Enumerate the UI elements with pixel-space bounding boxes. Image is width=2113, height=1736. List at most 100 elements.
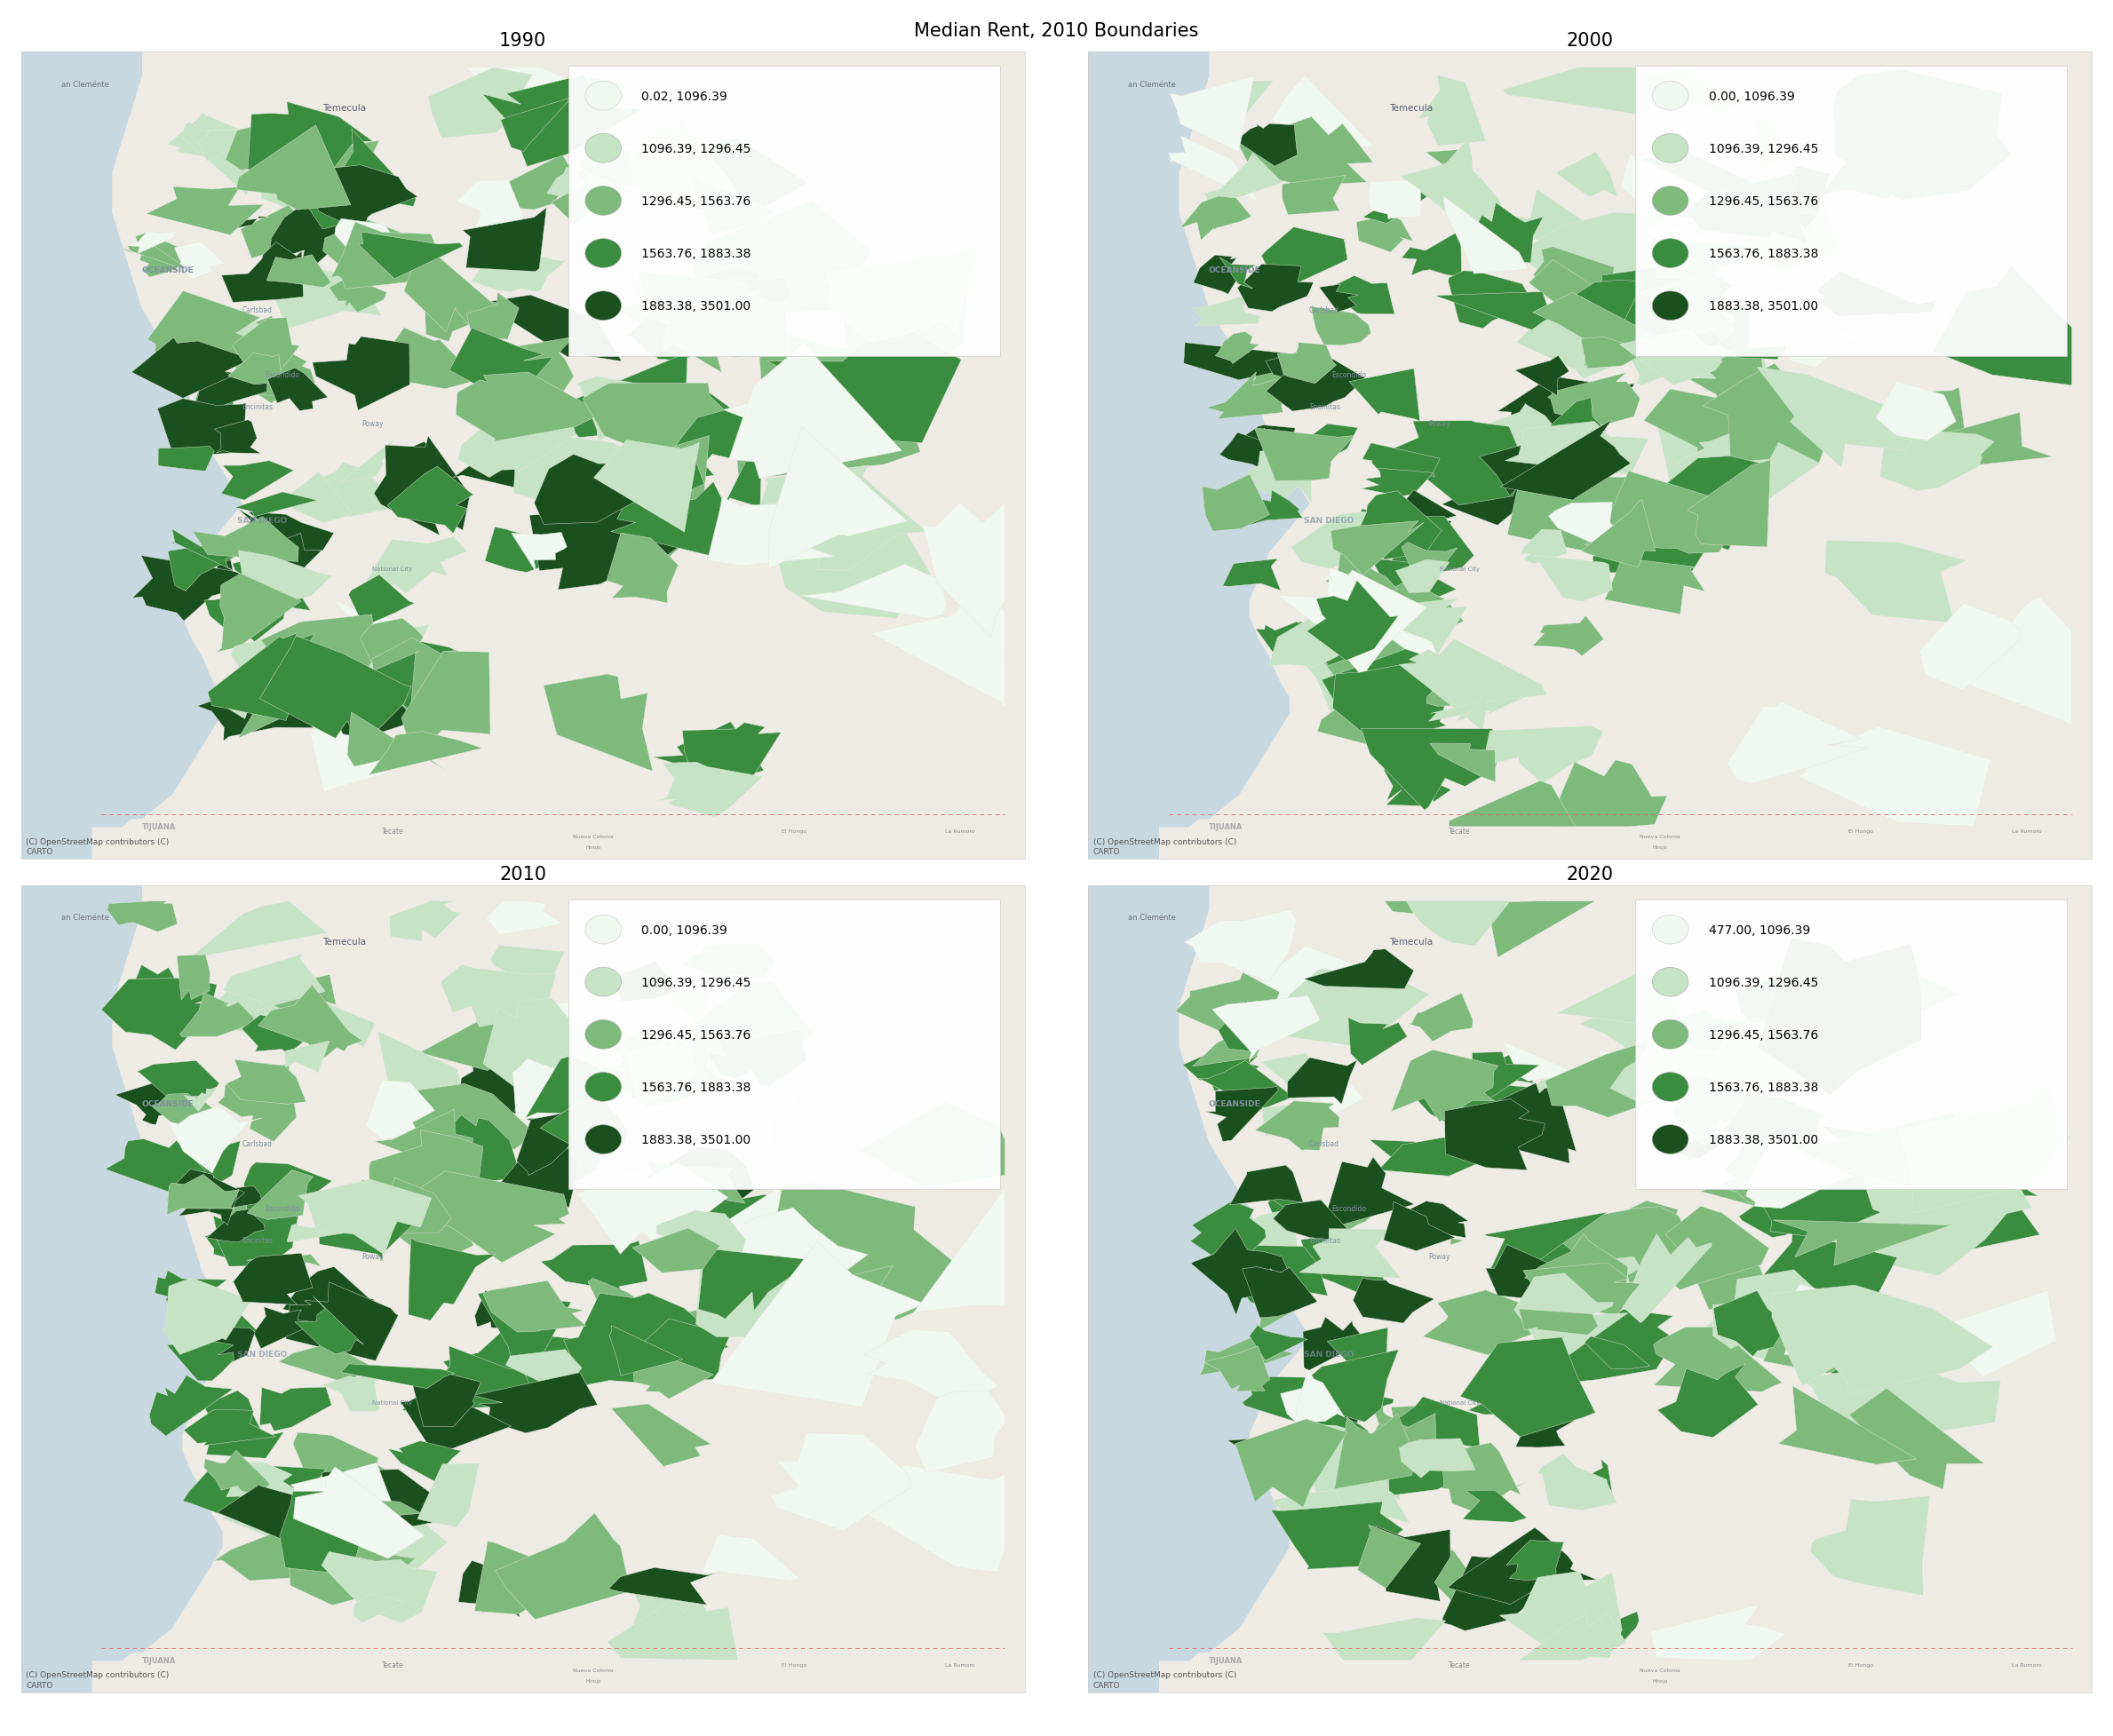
Polygon shape xyxy=(632,113,737,208)
Polygon shape xyxy=(171,307,289,368)
Text: Carlsbad: Carlsbad xyxy=(241,1139,273,1147)
Polygon shape xyxy=(1384,901,1494,922)
Polygon shape xyxy=(475,1542,556,1614)
Polygon shape xyxy=(226,125,285,170)
Polygon shape xyxy=(1426,149,1473,181)
Polygon shape xyxy=(207,665,277,719)
Polygon shape xyxy=(1526,1234,1627,1307)
Polygon shape xyxy=(640,1139,754,1213)
Polygon shape xyxy=(1621,155,1766,233)
Polygon shape xyxy=(661,1266,892,1378)
Polygon shape xyxy=(401,651,490,741)
Polygon shape xyxy=(556,464,657,521)
Polygon shape xyxy=(374,436,469,536)
Polygon shape xyxy=(1352,1278,1435,1323)
Polygon shape xyxy=(359,618,423,665)
Polygon shape xyxy=(547,977,702,1033)
Polygon shape xyxy=(1720,306,1800,359)
Text: 1883.38, 3501.00: 1883.38, 3501.00 xyxy=(642,300,750,312)
Polygon shape xyxy=(482,75,644,167)
Circle shape xyxy=(1652,1125,1688,1154)
Polygon shape xyxy=(1701,1137,1855,1220)
Polygon shape xyxy=(334,219,408,266)
Polygon shape xyxy=(676,267,763,328)
Text: 0.00, 1096.39: 0.00, 1096.39 xyxy=(642,924,727,936)
Text: Temecula: Temecula xyxy=(321,937,366,946)
Polygon shape xyxy=(1261,227,1348,292)
Text: Tecate: Tecate xyxy=(382,1660,404,1668)
Polygon shape xyxy=(499,1128,579,1208)
Polygon shape xyxy=(287,1526,414,1606)
Polygon shape xyxy=(1219,1000,1287,1052)
Text: El Hongo: El Hongo xyxy=(782,1661,807,1667)
Polygon shape xyxy=(321,1552,437,1623)
Text: TIJUANA: TIJUANA xyxy=(1209,1656,1242,1665)
Polygon shape xyxy=(283,618,391,707)
Polygon shape xyxy=(494,1514,630,1620)
Polygon shape xyxy=(349,575,414,627)
Polygon shape xyxy=(1306,1349,1399,1422)
Polygon shape xyxy=(268,651,340,703)
Polygon shape xyxy=(1283,175,1346,215)
Polygon shape xyxy=(632,1229,721,1272)
Polygon shape xyxy=(1268,616,1354,667)
Polygon shape xyxy=(1331,521,1424,576)
Text: (C) OpenStreetMap contributors (C)
CARTO: (C) OpenStreetMap contributors (C) CARTO xyxy=(25,837,169,856)
Polygon shape xyxy=(1507,477,1642,566)
Polygon shape xyxy=(180,993,254,1036)
Polygon shape xyxy=(1357,580,1464,660)
Text: 1096.39, 1296.45: 1096.39, 1296.45 xyxy=(1709,142,1817,155)
Polygon shape xyxy=(21,52,241,859)
Polygon shape xyxy=(1521,1076,1581,1111)
Polygon shape xyxy=(359,233,463,279)
Polygon shape xyxy=(1549,503,1623,543)
Polygon shape xyxy=(292,1463,393,1528)
Polygon shape xyxy=(577,1163,727,1255)
Polygon shape xyxy=(1553,1309,1676,1382)
Text: Encinitas: Encinitas xyxy=(1310,1236,1340,1245)
Polygon shape xyxy=(1447,271,1534,330)
Polygon shape xyxy=(1450,781,1576,826)
Polygon shape xyxy=(412,1373,482,1427)
Polygon shape xyxy=(1204,1345,1270,1392)
Polygon shape xyxy=(1745,191,1838,271)
Text: Hinojo: Hinojo xyxy=(585,1679,600,1682)
Text: El Hongo: El Hongo xyxy=(1849,1661,1874,1667)
Text: 477.00, 1096.39: 477.00, 1096.39 xyxy=(1709,924,1811,936)
Polygon shape xyxy=(1547,373,1640,425)
Polygon shape xyxy=(1583,1611,1640,1653)
Polygon shape xyxy=(222,462,294,500)
Polygon shape xyxy=(1257,1269,1310,1333)
Polygon shape xyxy=(1323,969,1405,1021)
Polygon shape xyxy=(655,450,704,495)
Polygon shape xyxy=(387,1083,535,1149)
Polygon shape xyxy=(659,979,710,1024)
Polygon shape xyxy=(1321,1158,1414,1231)
Polygon shape xyxy=(602,962,672,1002)
Polygon shape xyxy=(638,273,752,349)
Polygon shape xyxy=(374,1109,473,1165)
Polygon shape xyxy=(393,1203,473,1262)
Polygon shape xyxy=(218,1064,296,1142)
Polygon shape xyxy=(1327,276,1395,314)
Polygon shape xyxy=(330,278,387,312)
Polygon shape xyxy=(1462,1489,1528,1522)
Text: (C) OpenStreetMap contributors (C)
CARTO: (C) OpenStreetMap contributors (C) CARTO xyxy=(25,1670,169,1689)
Polygon shape xyxy=(1500,420,1631,500)
Polygon shape xyxy=(1251,135,1295,184)
Polygon shape xyxy=(1287,1057,1357,1104)
Polygon shape xyxy=(167,115,237,161)
Polygon shape xyxy=(1792,1146,2031,1276)
Polygon shape xyxy=(330,595,414,670)
Polygon shape xyxy=(232,1253,313,1305)
Title: 2020: 2020 xyxy=(1566,865,1614,882)
Polygon shape xyxy=(541,1241,647,1292)
Polygon shape xyxy=(594,439,697,512)
Polygon shape xyxy=(1363,444,1439,483)
Polygon shape xyxy=(516,1108,585,1175)
Polygon shape xyxy=(712,278,792,304)
Circle shape xyxy=(585,967,621,996)
Polygon shape xyxy=(1200,1201,1232,1243)
Polygon shape xyxy=(1238,425,1295,455)
Polygon shape xyxy=(1335,625,1439,687)
